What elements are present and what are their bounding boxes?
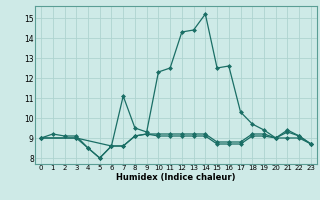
X-axis label: Humidex (Indice chaleur): Humidex (Indice chaleur) xyxy=(116,173,236,182)
